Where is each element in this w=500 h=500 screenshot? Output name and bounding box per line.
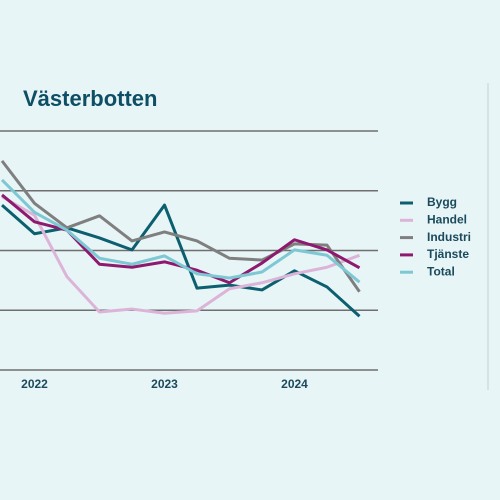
line-series [0, 178, 361, 284]
legend-label: Tjänste [427, 247, 469, 261]
x-tick-label: 2023 [151, 377, 178, 391]
line-series [0, 159, 361, 293]
x-tick-label: 2024 [281, 377, 308, 391]
legend-label: Handel [427, 212, 467, 226]
legend-label: Industri [427, 230, 471, 244]
legend-label: Total [427, 264, 455, 278]
line-series [1, 195, 361, 315]
legend-label: Bygg [427, 195, 457, 209]
x-tick-label: 2022 [21, 377, 48, 391]
chart-title: Västerbotten [23, 86, 157, 111]
